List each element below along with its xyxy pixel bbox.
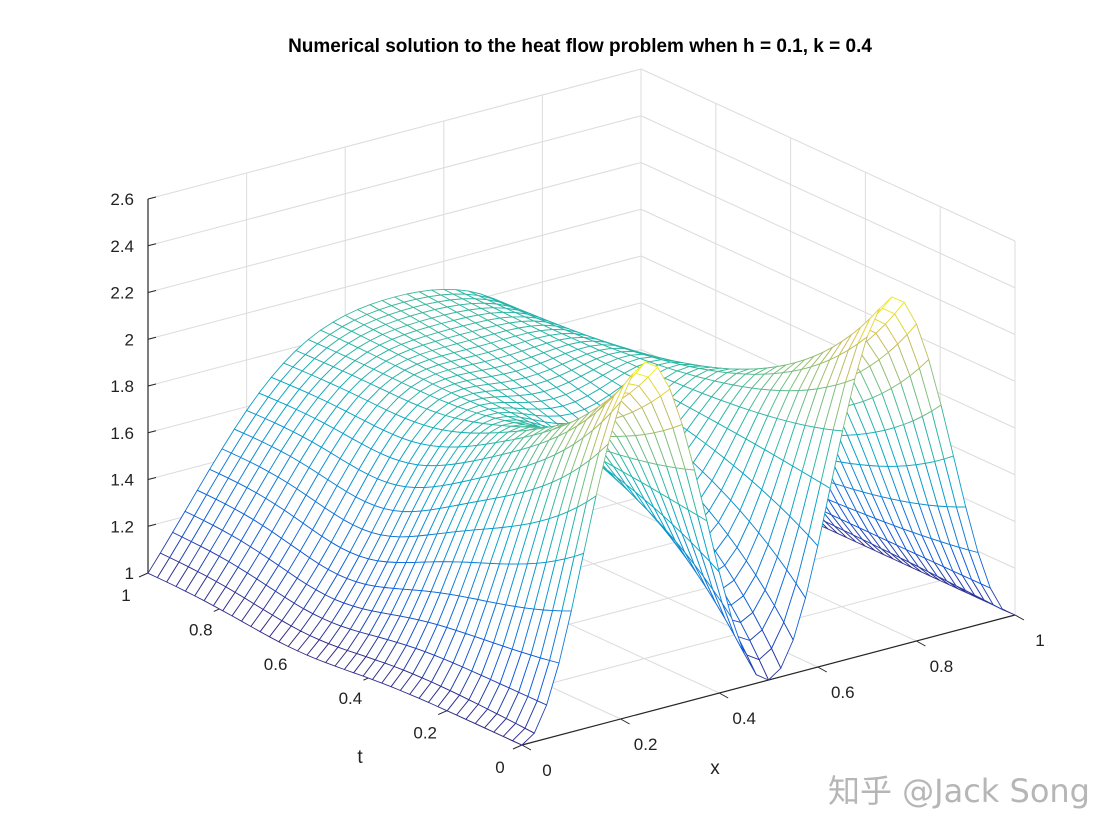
z-tick-label: 1.6 xyxy=(110,424,134,443)
t-tick xyxy=(437,710,448,716)
grid-line xyxy=(640,115,1016,289)
z-tick-label: 2.6 xyxy=(110,190,134,209)
z-tick xyxy=(147,430,157,434)
x-tick-label: 1 xyxy=(1035,631,1044,650)
t-tick-label: 1 xyxy=(121,586,130,605)
t-tick-label: 0.6 xyxy=(264,655,288,674)
x-tick-label: 0 xyxy=(542,761,551,780)
t-tick-label: 0.8 xyxy=(189,620,213,639)
grid-line xyxy=(147,162,642,293)
mesh-surface xyxy=(147,288,1016,746)
t-tick-label: 0.2 xyxy=(413,724,437,743)
x-tick xyxy=(916,640,926,647)
tick-labels: 1 1.2 1.4 1.6 1.8 2 2.2 2.4 2.6 0 0.2 0.4 0.6 0.8 1 0 0.… xyxy=(110,190,1044,780)
t-tick-label: 0.4 xyxy=(339,689,363,708)
z-tick xyxy=(147,336,157,340)
grid-line xyxy=(640,255,1016,429)
x-tick xyxy=(718,692,729,699)
z-tick xyxy=(147,383,157,387)
z-tick xyxy=(147,196,157,200)
z-tick-label: 2.4 xyxy=(110,237,134,256)
x-tick xyxy=(817,666,828,673)
t-axis-label: t xyxy=(357,747,363,768)
x-tick xyxy=(521,744,532,751)
x-tick-label: 0.4 xyxy=(732,709,756,728)
x-tick-label: 0.8 xyxy=(930,657,954,676)
t-tick xyxy=(138,572,149,578)
grid-line xyxy=(640,162,1016,335)
z-tick xyxy=(147,243,157,247)
grid-line xyxy=(640,68,1016,242)
z-tick xyxy=(147,290,157,293)
watermark: 知乎 @Jack Song xyxy=(827,772,1090,810)
x-tick xyxy=(620,718,630,725)
x-tick xyxy=(1014,614,1025,621)
t-tick xyxy=(512,744,523,750)
z-tick-label: 2.2 xyxy=(110,284,134,303)
grid-line xyxy=(147,68,642,200)
mesh-cell xyxy=(512,727,535,746)
x-tick-label: 0.6 xyxy=(831,683,855,702)
z-tick-label: 1 xyxy=(125,564,134,583)
chart-title: Numerical solution to the heat flow prob… xyxy=(288,36,872,57)
z-tick-label: 2 xyxy=(125,330,134,349)
grid-line xyxy=(147,115,642,247)
z-tick-label: 1.8 xyxy=(110,377,134,396)
grid-line xyxy=(640,208,1016,382)
z-tick-label: 1.4 xyxy=(110,471,134,490)
x-tick-label: 0.2 xyxy=(634,735,658,754)
z-tick-label: 1.2 xyxy=(110,517,134,536)
t-tick-label: 0 xyxy=(495,758,504,777)
z-tick xyxy=(147,477,157,480)
grid-line xyxy=(147,208,642,340)
z-tick xyxy=(147,523,157,527)
x-axis-label: x xyxy=(710,758,720,779)
